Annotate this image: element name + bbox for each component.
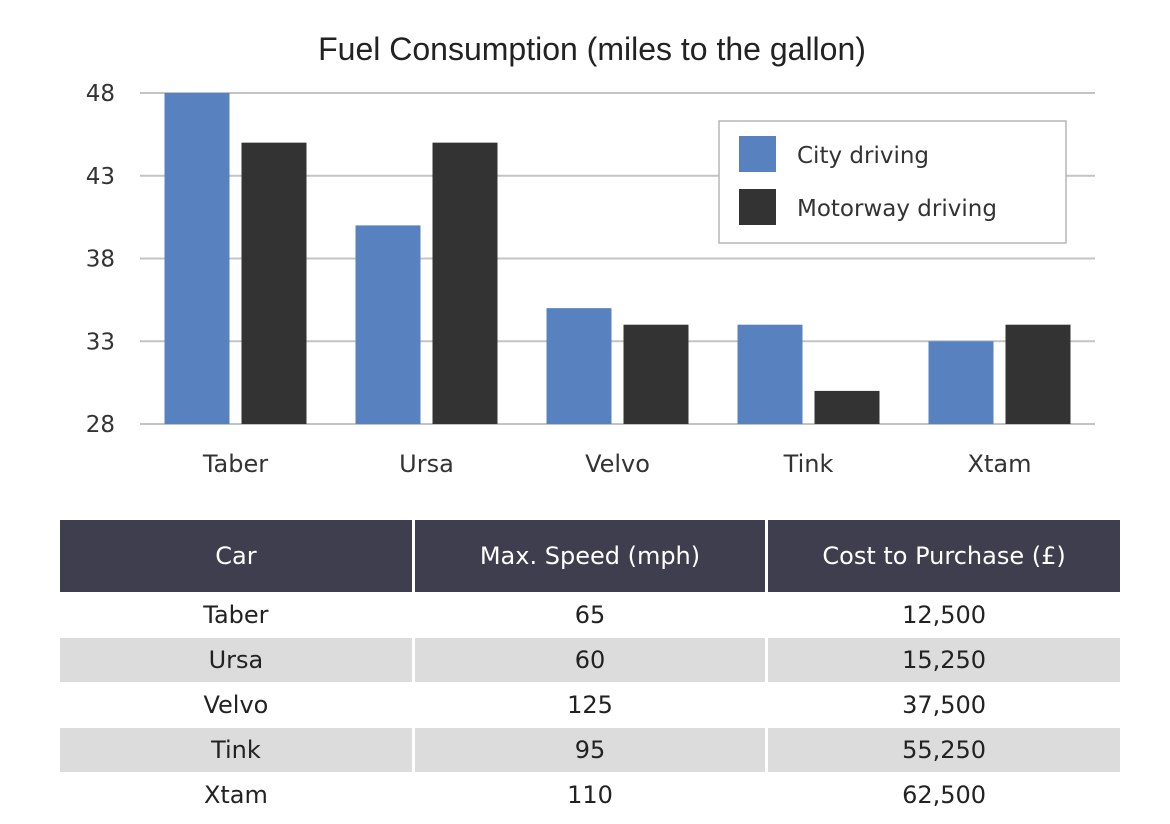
- chart-title: Fuel Consumption (miles to the gallon): [318, 31, 866, 67]
- x-category-label: Ursa: [399, 450, 454, 478]
- bar-ursa-city-driving: [355, 225, 421, 424]
- x-category-label: Tink: [783, 450, 834, 478]
- cell-max-speed: 125: [411, 682, 767, 728]
- y-axis-ticks: 28 33 38 43 48: [86, 81, 115, 438]
- cell-cost: 37,500: [765, 682, 1120, 728]
- legend: City driving Motorway driving: [718, 120, 1067, 244]
- table-row: Velvo 125 37,500: [60, 682, 1120, 728]
- y-tick-label: 33: [86, 329, 115, 355]
- bar-taber-motorway-driving: [241, 142, 307, 424]
- cell-max-speed: 60: [411, 637, 767, 683]
- bar-xtam-motorway-driving: [1005, 324, 1071, 424]
- bar-ursa-motorway-driving: [432, 142, 498, 424]
- header-max-speed: Max. Speed (mph): [411, 520, 767, 593]
- table-row: Xtam 110 62,500: [60, 772, 1120, 817]
- legend-label-motorway-driving: Motorway driving: [797, 196, 997, 222]
- car-specs-table: Car Max. Speed (mph) Cost to Purchase (£…: [60, 520, 1120, 817]
- y-tick-label: 38: [86, 247, 115, 273]
- cell-max-speed: 65: [411, 592, 767, 638]
- table-row: Ursa 60 15,250: [60, 637, 1120, 683]
- bar-tink-city-driving: [737, 324, 803, 424]
- cell-car: Xtam: [60, 772, 414, 817]
- cell-cost: 55,250: [765, 727, 1120, 773]
- bar-taber-city-driving: [164, 93, 230, 424]
- cell-cost: 15,250: [765, 637, 1120, 683]
- x-category-label: Velvo: [585, 450, 650, 478]
- cell-car: Tink: [60, 727, 414, 773]
- table-row: Tink 95 55,250: [60, 727, 1120, 773]
- cell-max-speed: 110: [411, 772, 767, 817]
- bar-xtam-city-driving: [928, 341, 994, 424]
- x-category-label: Xtam: [968, 450, 1032, 478]
- x-category-label: Taber: [202, 450, 268, 478]
- bars: [164, 93, 1071, 424]
- y-tick-label: 43: [86, 164, 115, 190]
- cell-car: Ursa: [60, 637, 414, 683]
- legend-swatch-city-driving: [739, 136, 776, 172]
- legend-box: [718, 120, 1067, 244]
- cell-car: Taber: [60, 592, 414, 638]
- fuel-consumption-chart: Fuel Consumption (miles to the gallon) 2…: [86, 31, 1095, 478]
- legend-label-city-driving: City driving: [797, 143, 929, 169]
- x-axis-categories: Taber Ursa Velvo Tink Xtam: [202, 450, 1032, 478]
- table-row: Taber 65 12,500: [60, 592, 1120, 638]
- y-tick-label: 48: [86, 81, 115, 107]
- y-tick-label: 28: [86, 412, 115, 438]
- legend-swatch-motorway-driving: [739, 189, 776, 225]
- cell-cost: 12,500: [765, 592, 1120, 638]
- cell-max-speed: 95: [411, 727, 767, 773]
- table-header-row: Car Max. Speed (mph) Cost to Purchase (£…: [60, 520, 1120, 593]
- bar-velvo-motorway-driving: [623, 324, 689, 424]
- header-cost-to-purchase: Cost to Purchase (£): [765, 520, 1120, 593]
- bar-velvo-city-driving: [546, 308, 612, 424]
- cell-car: Velvo: [60, 682, 414, 728]
- header-car: Car: [60, 520, 414, 593]
- bar-tink-motorway-driving: [814, 390, 880, 424]
- cell-cost: 62,500: [765, 772, 1120, 817]
